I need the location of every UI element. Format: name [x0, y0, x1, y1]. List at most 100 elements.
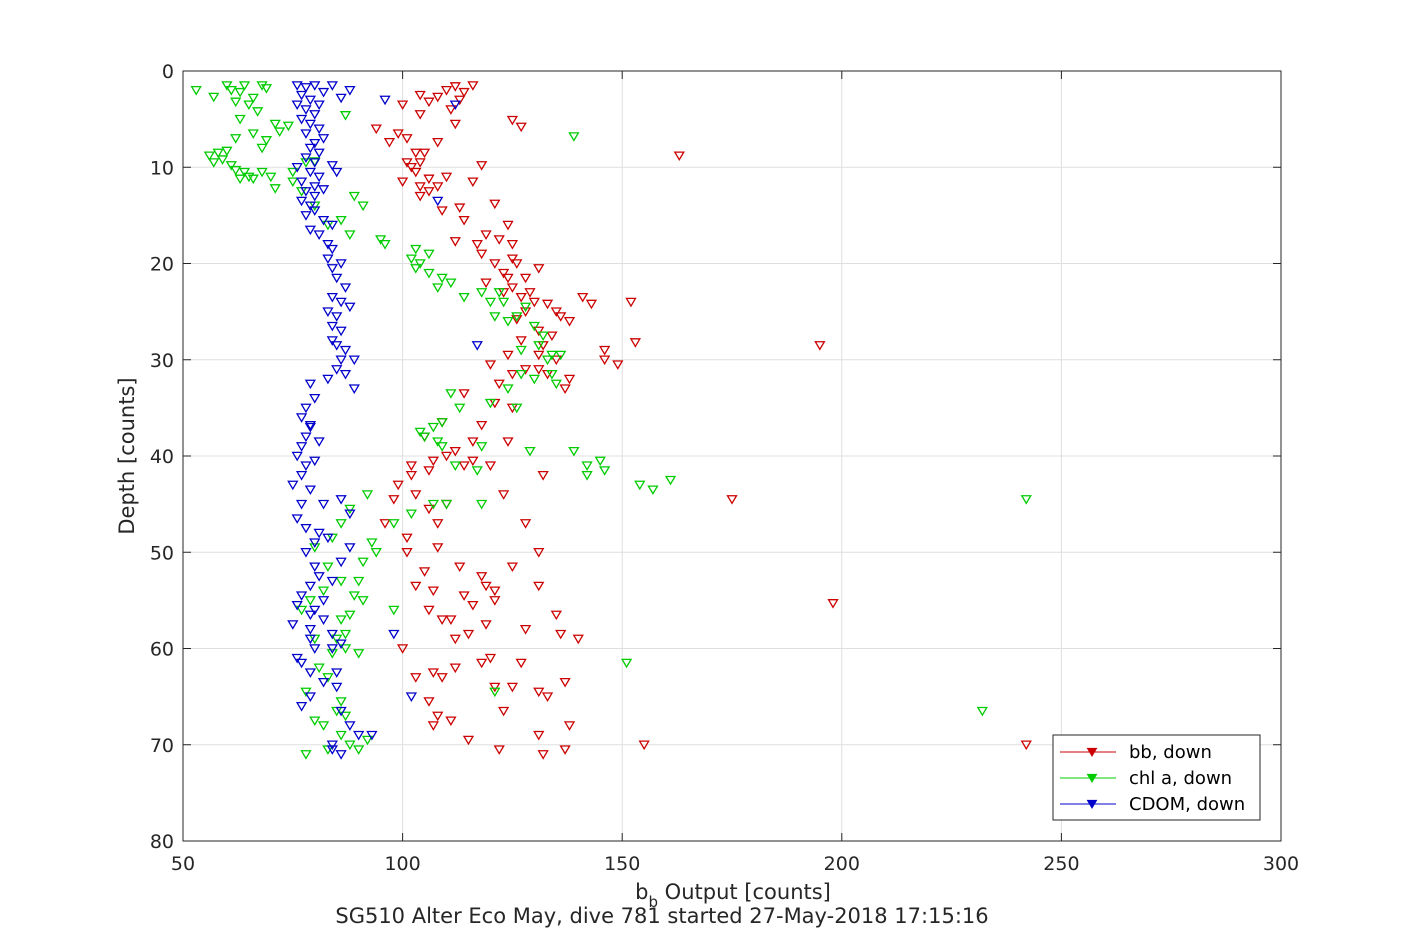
data-point-bb	[638, 740, 650, 751]
data-point-bb	[396, 177, 409, 188]
data-point-chl-a	[414, 427, 426, 438]
data-point-bb	[462, 735, 475, 746]
data-point-chl-a	[449, 461, 461, 471]
data-point-chl-a	[445, 389, 457, 399]
data-point-bb	[497, 268, 510, 279]
data-point-cdom	[295, 442, 308, 452]
data-point-cdom	[344, 509, 356, 520]
data-point-bb	[449, 446, 461, 457]
data-point-bb	[506, 115, 519, 126]
data-point-chl-a	[581, 470, 593, 481]
legend-marker	[1086, 799, 1098, 810]
data-point-bb	[533, 365, 545, 375]
x-tick-label: 100	[384, 853, 420, 875]
data-point-bb	[462, 629, 475, 640]
data-point-chl-a	[594, 456, 606, 467]
data-point-chl-a	[370, 548, 382, 558]
y-tick-label: 20	[150, 254, 174, 276]
data-point-bb	[673, 151, 685, 162]
x-tick-label: 50	[171, 853, 195, 875]
data-point-cdom	[304, 225, 317, 236]
data-point-cdom	[335, 557, 347, 568]
data-point-cdom	[304, 201, 317, 212]
data-point-chl-a	[471, 466, 483, 476]
data-point-bb	[533, 548, 545, 558]
data-point-cdom	[339, 369, 352, 380]
data-point-chl-a	[317, 721, 330, 731]
data-point-cdom	[300, 432, 312, 443]
data-point-bb	[432, 92, 444, 103]
data-point-cdom	[313, 230, 325, 240]
data-point-bb	[480, 230, 492, 240]
data-point-bb	[493, 379, 505, 390]
data-point-cdom	[388, 629, 400, 640]
data-point-cdom	[331, 312, 343, 322]
data-point-cdom	[309, 81, 321, 91]
legend-marker	[1086, 747, 1098, 758]
data-point-chl-a	[546, 350, 558, 361]
caption: SG510 Alter Eco May, dive 781 started 27…	[335, 904, 988, 928]
data-point-chl-a	[309, 543, 321, 553]
data-point-bb	[625, 297, 637, 308]
data-point-cdom	[348, 355, 360, 366]
data-point-bb	[436, 206, 448, 216]
data-point-chl-a	[225, 161, 237, 171]
data-point-chl-a	[335, 730, 347, 741]
data-point-cdom	[309, 456, 321, 467]
data-point-bb	[471, 239, 483, 250]
data-point-bb	[423, 97, 435, 108]
data-point-bb	[563, 721, 576, 731]
data-point-chl-a	[238, 167, 251, 178]
data-point-cdom	[449, 100, 461, 111]
data-point-chl-a	[432, 437, 444, 447]
data-point-bb	[480, 278, 492, 289]
data-point-chl-a	[322, 673, 334, 683]
data-point-bb	[559, 677, 571, 688]
data-point-cdom	[331, 365, 343, 375]
data-point-bb	[546, 331, 558, 342]
data-point-chl-a	[256, 167, 268, 178]
data-point-chl-a	[418, 432, 431, 443]
data-point-chl-a	[234, 87, 246, 98]
data-point-bb	[401, 134, 413, 144]
data-point-cdom	[317, 134, 330, 144]
data-point-chl-a	[357, 557, 369, 568]
data-point-bb	[598, 345, 611, 356]
data-point-bb	[484, 461, 497, 471]
data-point-bb	[427, 586, 439, 597]
data-point-chl-a	[568, 132, 580, 142]
data-point-cdom	[300, 211, 312, 221]
data-point-bb	[414, 182, 426, 192]
data-point-cdom	[326, 292, 338, 303]
data-point-cdom	[405, 692, 418, 702]
data-point-chl-a	[221, 81, 233, 91]
data-point-cdom	[326, 740, 338, 751]
data-point-bb	[467, 437, 479, 447]
data-point-bb	[454, 95, 466, 106]
data-point-chl-a	[282, 121, 295, 132]
data-point-cdom	[304, 581, 317, 592]
data-point-bb	[476, 658, 488, 669]
legend-label: CDOM, down	[1129, 794, 1245, 815]
data-point-bb	[555, 312, 567, 322]
data-point-bb	[550, 307, 562, 317]
data-point-bb	[559, 745, 571, 755]
data-point-bb	[476, 420, 488, 431]
data-point-chl-a	[335, 697, 347, 707]
data-point-bb	[379, 519, 391, 529]
data-point-bb	[519, 307, 532, 317]
y-tick-label: 70	[150, 735, 174, 757]
data-point-cdom	[304, 379, 317, 390]
data-point-bb	[401, 158, 413, 168]
data-point-cdom	[295, 702, 308, 712]
data-point-cdom	[313, 572, 325, 582]
data-point-bb	[445, 716, 457, 727]
data-point-bb	[506, 562, 519, 573]
data-point-bb	[432, 182, 444, 192]
data-point-chl-a	[234, 114, 246, 125]
data-point-cdom	[291, 162, 303, 173]
data-point-bb	[454, 562, 466, 573]
data-point-chl-a	[208, 92, 220, 103]
data-point-chl-a	[304, 596, 317, 606]
